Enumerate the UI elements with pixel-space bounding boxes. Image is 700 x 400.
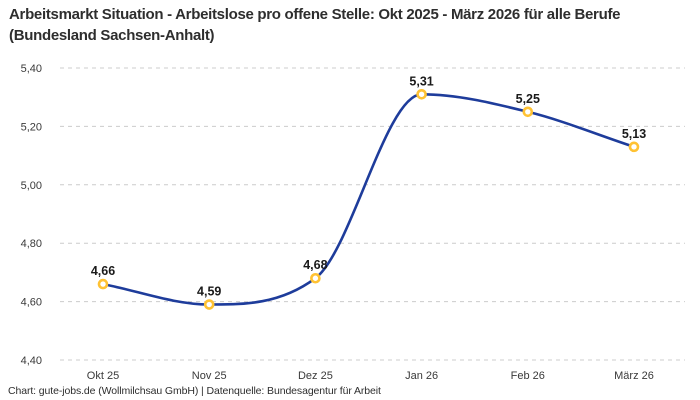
data-point-marker[interactable] bbox=[203, 299, 215, 310]
y-axis-tick-label: 4,40 bbox=[21, 355, 42, 367]
data-point-marker[interactable] bbox=[416, 88, 427, 100]
chart-title: Arbeitsmarkt Situation - Arbeitslose pro… bbox=[9, 6, 621, 44]
y-axis-tick-label: 5,20 bbox=[21, 121, 42, 133]
x-axis-label: Feb 26 bbox=[511, 370, 545, 382]
x-axis-label: Jan 26 bbox=[405, 370, 438, 382]
data-point-label: 5,31 bbox=[409, 74, 433, 88]
x-axis-label: Okt 25 bbox=[87, 370, 119, 382]
y-axis-tick-label: 5,40 bbox=[21, 63, 42, 75]
x-axis-label: Nov 25 bbox=[192, 370, 227, 382]
data-line bbox=[101, 92, 636, 306]
data-point-marker[interactable] bbox=[522, 106, 534, 118]
data-point-marker[interactable] bbox=[97, 278, 109, 290]
data-point-marker[interactable] bbox=[628, 141, 640, 153]
y-axis-tick-label: 4,80 bbox=[21, 238, 42, 250]
data-point-label: 5,13 bbox=[622, 127, 646, 141]
x-axis-label: März 26 bbox=[614, 370, 654, 382]
x-axis-label: Dez 25 bbox=[298, 370, 333, 382]
y-axis-tick-label: 4,60 bbox=[21, 297, 42, 309]
data-point-label: 4,59 bbox=[197, 285, 221, 299]
data-point-label: 4,68 bbox=[303, 258, 327, 272]
data-point-label: 4,66 bbox=[91, 264, 115, 278]
chart-attribution: Chart: gute-jobs.de (Wollmilchsau GmbH) … bbox=[8, 385, 381, 397]
y-axis-tick-label: 5,00 bbox=[21, 180, 42, 192]
data-point-marker[interactable] bbox=[310, 272, 321, 284]
data-point-label: 5,25 bbox=[516, 92, 540, 106]
